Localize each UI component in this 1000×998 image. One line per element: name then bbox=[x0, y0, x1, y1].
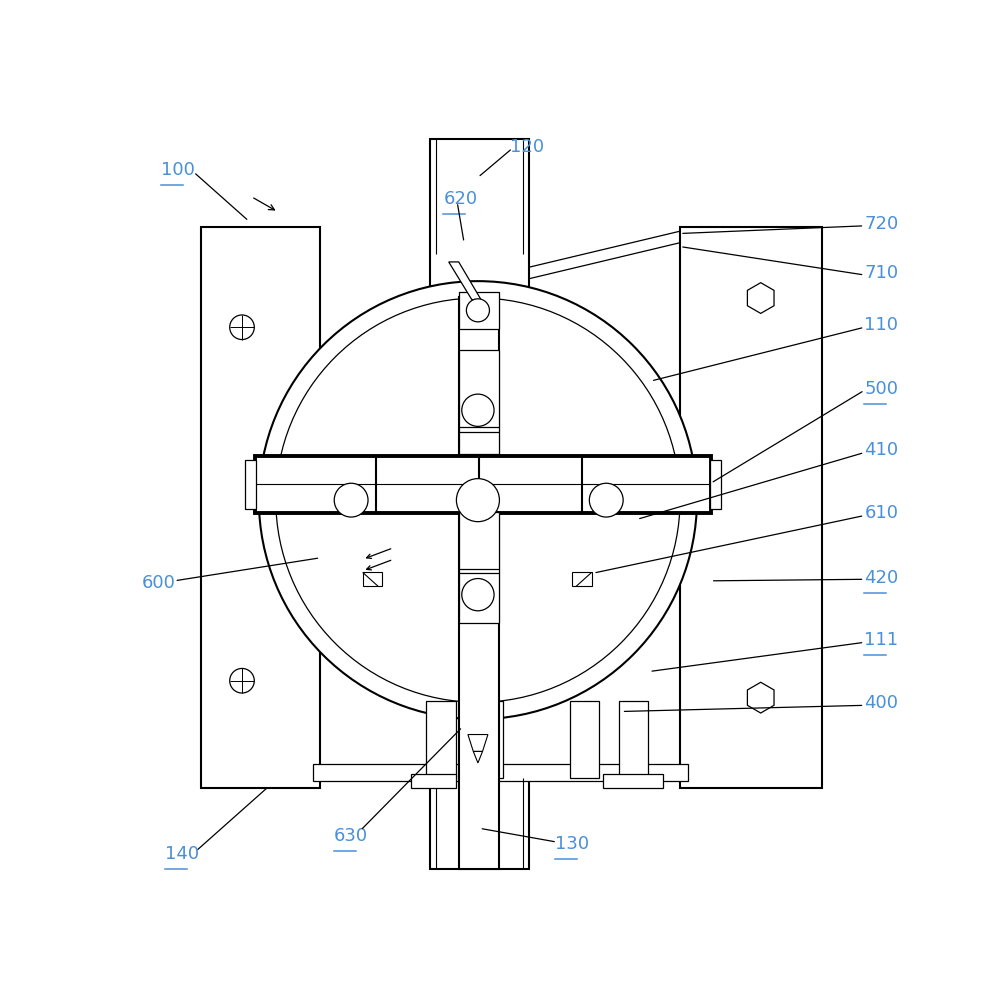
Circle shape bbox=[589, 483, 623, 517]
Bar bbox=[474, 702, 503, 778]
Circle shape bbox=[259, 281, 697, 720]
Text: 410: 410 bbox=[864, 441, 899, 459]
Polygon shape bbox=[468, 735, 488, 751]
Text: 500: 500 bbox=[864, 379, 898, 398]
Text: 610: 610 bbox=[864, 504, 898, 522]
Text: 111: 111 bbox=[864, 631, 899, 649]
Polygon shape bbox=[572, 573, 592, 586]
Polygon shape bbox=[473, 751, 483, 762]
Bar bbox=[603, 774, 663, 788]
Bar bbox=[430, 778, 529, 869]
Bar bbox=[619, 702, 648, 778]
Bar bbox=[459, 350, 499, 454]
Text: 140: 140 bbox=[165, 844, 199, 862]
Bar bbox=[411, 774, 456, 788]
Polygon shape bbox=[747, 683, 774, 713]
Bar bbox=[459, 296, 499, 869]
Text: 100: 100 bbox=[161, 161, 195, 179]
Bar bbox=[255, 455, 711, 513]
Bar bbox=[680, 228, 822, 788]
Circle shape bbox=[230, 669, 254, 693]
Bar bbox=[430, 139, 529, 296]
Text: 120: 120 bbox=[510, 138, 544, 156]
Circle shape bbox=[466, 298, 489, 322]
Polygon shape bbox=[363, 573, 382, 586]
Text: 600: 600 bbox=[142, 574, 176, 592]
Bar bbox=[245, 460, 256, 509]
Bar bbox=[201, 228, 320, 788]
Text: 710: 710 bbox=[864, 264, 899, 282]
Polygon shape bbox=[449, 261, 481, 299]
Bar bbox=[459, 291, 499, 328]
Bar bbox=[426, 702, 456, 778]
Circle shape bbox=[462, 579, 494, 611]
Text: 400: 400 bbox=[864, 694, 898, 712]
Bar bbox=[459, 512, 499, 623]
Bar bbox=[570, 702, 599, 778]
Text: 420: 420 bbox=[864, 569, 899, 587]
Text: 620: 620 bbox=[443, 190, 477, 208]
Bar bbox=[313, 763, 688, 780]
Circle shape bbox=[334, 483, 368, 517]
Text: 110: 110 bbox=[864, 316, 898, 334]
Text: 720: 720 bbox=[864, 215, 899, 233]
Circle shape bbox=[462, 394, 494, 426]
Text: 630: 630 bbox=[334, 827, 368, 845]
Circle shape bbox=[456, 479, 499, 522]
Bar bbox=[710, 460, 721, 509]
Text: 130: 130 bbox=[555, 834, 589, 852]
Circle shape bbox=[230, 315, 254, 339]
Polygon shape bbox=[747, 282, 774, 313]
